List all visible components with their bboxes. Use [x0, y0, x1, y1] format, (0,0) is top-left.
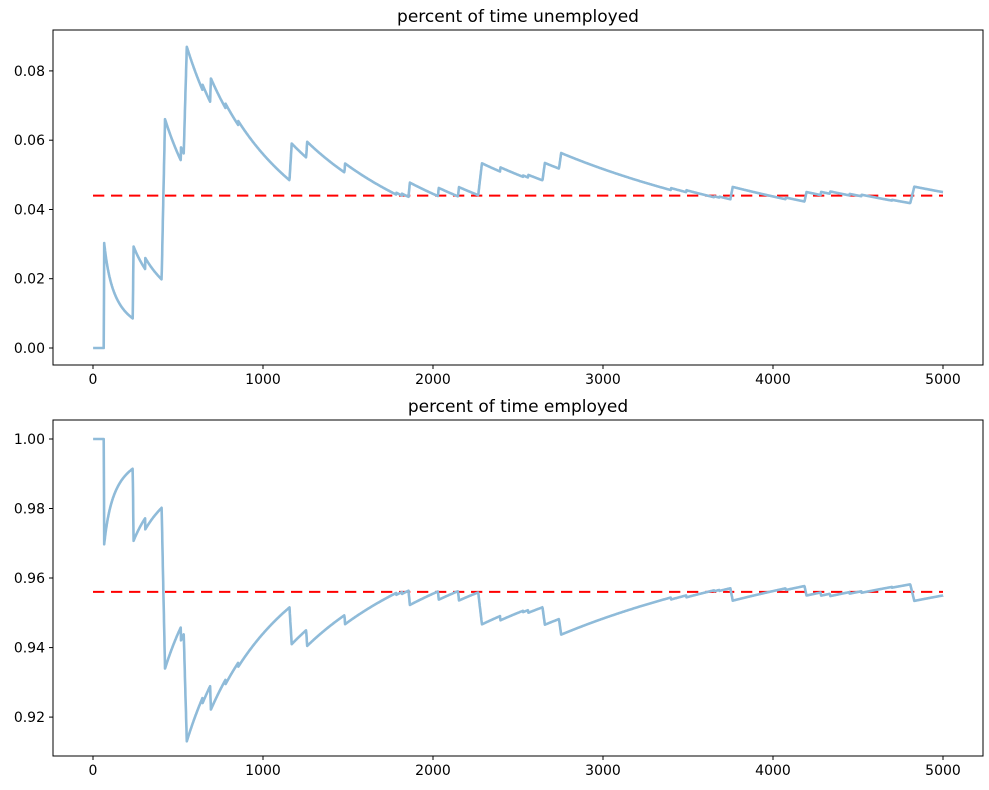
unemployed-series-line	[92, 45, 945, 350]
y-tick-label: 0.08	[14, 64, 45, 80]
x-tick-label: 5000	[925, 372, 961, 388]
y-tick-label: 0.92	[14, 710, 45, 726]
x-tick-label: 0	[89, 372, 98, 388]
y-tick-label: 0.06	[14, 133, 45, 149]
x-tick-label: 4000	[755, 372, 791, 388]
plot-frame-unemployed	[52, 29, 984, 366]
y-tick-label: 0.04	[14, 203, 45, 219]
axes-employed: percent of time employed 0 1000 2000 3000 40…	[14, 397, 984, 779]
tick-labels-employed: 0 1000 2000 3000 4000 5000 0.92 0.94 0.96 0.98 1.0…	[14, 432, 961, 779]
axes-unemployed: percent of time unemployed 0 1000 2000 3000…	[14, 7, 984, 388]
y-tick-label: 0.98	[14, 502, 45, 518]
y-tick-label: 0.94	[14, 641, 45, 657]
x-tick-label: 1000	[245, 372, 281, 388]
x-tick-label: 4000	[755, 763, 791, 779]
plot-frame-employed	[52, 419, 984, 757]
x-tick-label: 3000	[585, 763, 621, 779]
chart-title-employed: percent of time employed	[408, 397, 628, 417]
x-tick-label: 3000	[585, 372, 621, 388]
y-tick-label: 1.00	[14, 432, 45, 448]
chart-title-unemployed: percent of time unemployed	[397, 7, 639, 27]
tick-labels-unemployed: 0 1000 2000 3000 4000 5000 0.00 0.02 0.04 0.06 0.0…	[14, 64, 961, 388]
x-tick-label: 2000	[415, 763, 451, 779]
y-tick-label: 0.00	[14, 341, 45, 357]
employed-series-line	[92, 437, 945, 743]
y-tick-label: 0.02	[14, 272, 45, 288]
x-tick-label: 5000	[925, 763, 961, 779]
y-tick-label: 0.96	[14, 571, 45, 587]
x-tick-label: 1000	[245, 763, 281, 779]
x-tick-label: 2000	[415, 372, 451, 388]
x-tick-label: 0	[89, 763, 98, 779]
